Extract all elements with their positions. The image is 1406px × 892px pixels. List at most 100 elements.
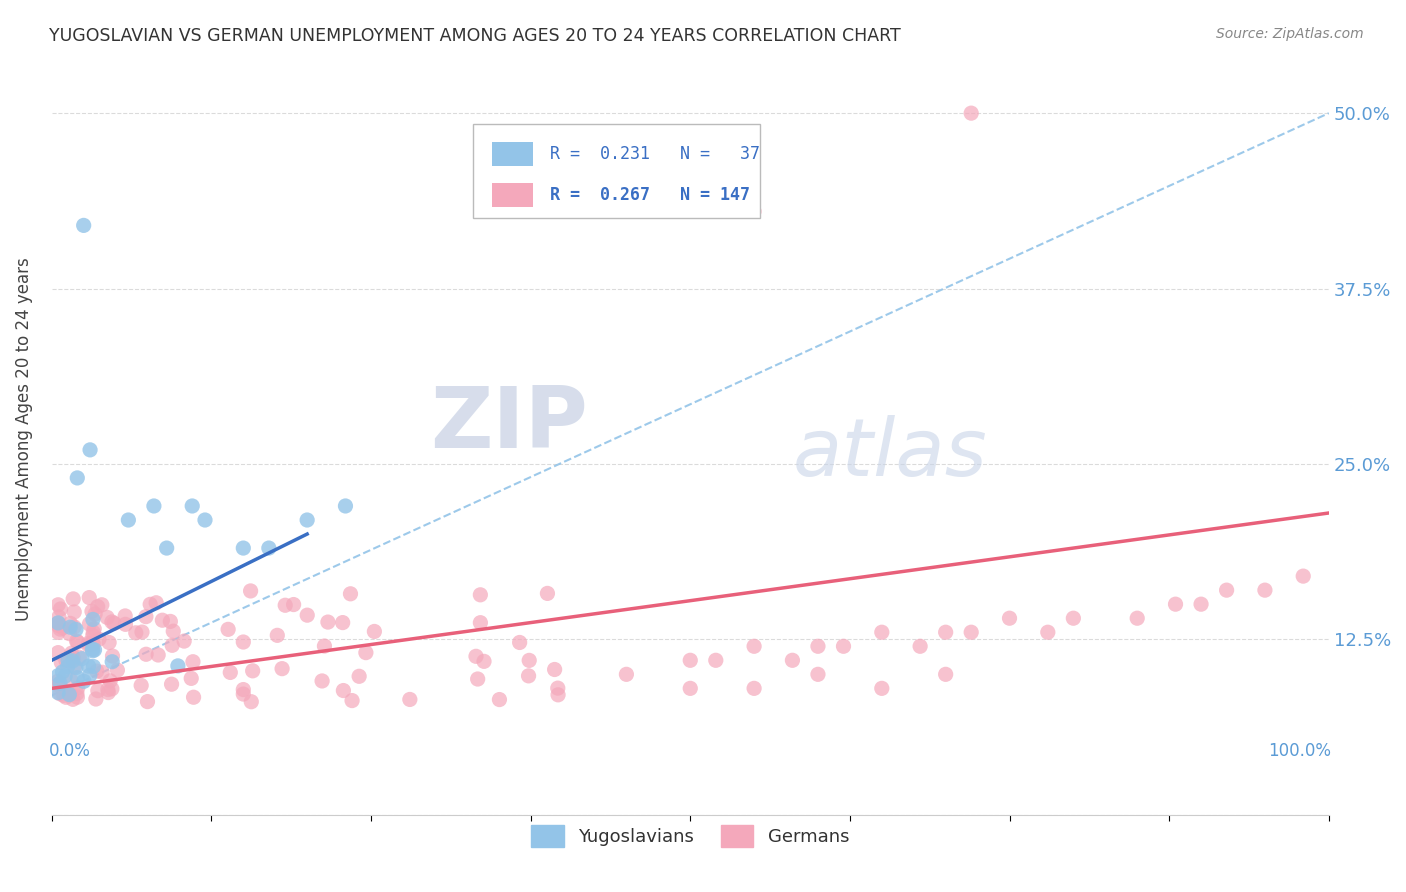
Point — [82, 637, 104, 651]
Point — [332, 683, 354, 698]
Point — [49, 676, 72, 690]
Point — [77, 638, 100, 652]
Point — [181, 499, 204, 513]
Point — [46, 668, 69, 682]
Point — [232, 635, 254, 649]
Point — [59, 616, 82, 631]
Point — [62, 591, 84, 606]
Point — [82, 644, 104, 658]
Point — [90, 598, 112, 612]
Point — [173, 634, 195, 648]
Point — [98, 673, 121, 688]
Point — [232, 687, 254, 701]
Point — [49, 602, 72, 616]
Point — [232, 682, 254, 697]
Point — [46, 616, 69, 631]
Text: 100.0%: 100.0% — [1268, 741, 1331, 760]
Point — [46, 674, 69, 689]
Point — [101, 648, 124, 663]
Point — [114, 609, 136, 624]
Point — [131, 625, 153, 640]
Point — [339, 587, 361, 601]
Point — [398, 692, 420, 706]
Point — [48, 610, 70, 624]
Point — [91, 665, 114, 680]
Point — [55, 653, 77, 667]
Point — [58, 626, 80, 640]
Point — [159, 615, 181, 629]
Point — [66, 671, 89, 685]
Point — [160, 677, 183, 691]
Point — [65, 623, 87, 637]
Point — [103, 616, 125, 631]
Point — [314, 639, 336, 653]
Point — [998, 611, 1021, 625]
Point — [83, 643, 105, 657]
Point — [87, 683, 110, 698]
Point — [488, 692, 510, 706]
Point — [316, 615, 339, 629]
Point — [46, 615, 69, 630]
Point — [162, 624, 184, 639]
Point — [960, 625, 983, 640]
Point — [66, 471, 89, 485]
Point — [150, 613, 173, 627]
Point — [354, 646, 377, 660]
Point — [52, 689, 75, 703]
Point — [547, 688, 569, 702]
Point — [55, 690, 77, 705]
Text: R =  0.267   N = 147: R = 0.267 N = 147 — [550, 186, 749, 204]
Point — [51, 665, 73, 679]
Point — [135, 609, 157, 624]
Point — [543, 663, 565, 677]
Bar — [492, 142, 533, 166]
Point — [125, 625, 148, 640]
Point — [1164, 597, 1187, 611]
Point — [160, 638, 183, 652]
Point — [465, 649, 488, 664]
Point — [60, 673, 83, 688]
Point — [295, 513, 318, 527]
Point — [70, 651, 93, 665]
Point — [135, 647, 157, 661]
Point — [84, 607, 107, 621]
Point — [60, 646, 83, 660]
Point — [283, 598, 305, 612]
Point — [46, 618, 69, 632]
Point — [77, 659, 100, 673]
Point — [51, 656, 73, 670]
Point — [274, 599, 297, 613]
Point — [46, 598, 69, 612]
Point — [77, 591, 100, 605]
Point — [65, 634, 87, 648]
Point — [82, 659, 104, 673]
Point — [52, 621, 75, 635]
Point — [63, 605, 86, 619]
Point — [46, 625, 69, 640]
Point — [363, 624, 385, 639]
Point — [679, 681, 702, 696]
Point — [960, 106, 983, 120]
Point — [58, 688, 80, 702]
Point — [335, 499, 357, 513]
Point — [1215, 583, 1237, 598]
Point — [146, 648, 169, 662]
Point — [46, 686, 69, 700]
Point — [536, 586, 558, 600]
Point — [616, 667, 638, 681]
Point — [1292, 569, 1315, 583]
Point — [136, 695, 159, 709]
Point — [79, 617, 101, 632]
Point — [239, 583, 262, 598]
Point — [101, 681, 124, 696]
Bar — [492, 183, 533, 207]
Point — [62, 650, 84, 665]
Point — [832, 640, 855, 654]
Point — [1254, 583, 1277, 598]
Point — [240, 695, 263, 709]
Point — [77, 636, 100, 650]
Text: ZIP: ZIP — [430, 383, 588, 466]
Text: YUGOSLAVIAN VS GERMAN UNEMPLOYMENT AMONG AGES 20 TO 24 YEARS CORRELATION CHART: YUGOSLAVIAN VS GERMAN UNEMPLOYMENT AMONG… — [49, 27, 901, 45]
Point — [105, 663, 128, 677]
Point — [257, 541, 280, 555]
